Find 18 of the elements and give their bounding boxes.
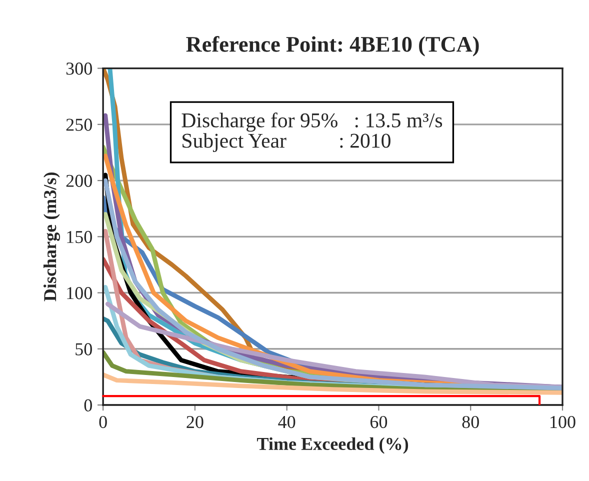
x-axis-title: Time Exceeded (%) bbox=[257, 437, 408, 454]
y-tick-label: 200 bbox=[66, 174, 92, 187]
y-tick-label: 0 bbox=[84, 399, 92, 412]
y-tick-label: 50 bbox=[76, 343, 92, 356]
annotation: Subject Year : 2010 bbox=[182, 133, 390, 152]
y-tick-label: 150 bbox=[67, 230, 92, 244]
y-axis-title: Discharge (m3/s) bbox=[44, 172, 60, 302]
x-tick-label: 0 bbox=[99, 416, 107, 428]
y-tick-label: 300 bbox=[66, 62, 92, 75]
annotation: Discharge for 95% : 13.5 m³/s bbox=[182, 112, 442, 132]
y-tick-label: 250 bbox=[66, 118, 92, 131]
x-tick-label: 80 bbox=[462, 416, 479, 428]
y-tick-label: 100 bbox=[67, 287, 92, 300]
x-tick-label: 40 bbox=[278, 416, 296, 428]
x-tick-label: 100 bbox=[550, 416, 576, 428]
x-tick-label: 20 bbox=[186, 416, 204, 428]
x-tick-label: 60 bbox=[370, 416, 388, 428]
chart-title: Reference Point: 4BE10 (TCA) bbox=[186, 36, 479, 56]
